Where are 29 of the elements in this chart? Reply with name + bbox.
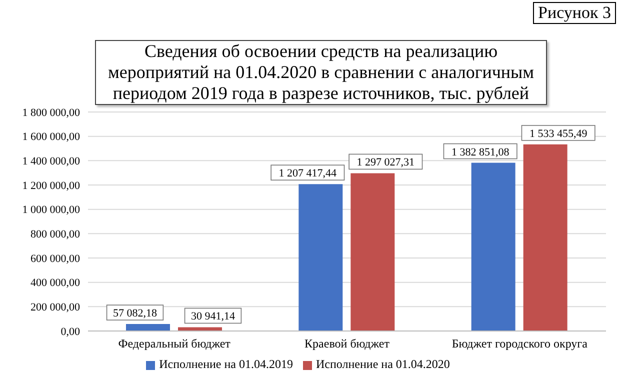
- legend-label: Исполнение на 01.04.2019: [159, 357, 293, 371]
- bar: [178, 327, 222, 331]
- data-label: 1 207 417,44: [278, 168, 338, 180]
- x-tick-label: Бюджет городского округа: [452, 336, 588, 351]
- y-tick-label: 1 400 000,00: [22, 156, 80, 168]
- y-tick-label: 200 000,00: [30, 302, 80, 314]
- bar: [126, 324, 170, 331]
- bar: [471, 162, 516, 331]
- data-label: 1 297 027,31: [356, 156, 415, 169]
- y-tick-label: 1 800 000,00: [22, 106, 80, 119]
- data-label: 1 533 455,49: [529, 128, 588, 140]
- x-tick-label: Федеральный бюджет: [118, 336, 232, 351]
- bar: [298, 184, 343, 331]
- data-label: 57 082,18: [112, 308, 158, 320]
- legend-label: Исполнение на 01.04.2020: [316, 357, 450, 371]
- bar: [523, 144, 568, 331]
- data-label: 30 941,14: [190, 310, 236, 323]
- y-tick-label: 0,00: [60, 326, 80, 338]
- y-tick-label: 1 200 000,00: [22, 180, 80, 192]
- chart-title: Сведения об освоении средств на реализацию мероприятий на 01.04.2020 в сравнении с аналогичным периодом 2019 года в разрезе источников, тыс. рублей: [108, 41, 534, 103]
- bar: [350, 173, 395, 331]
- data-label: 1 382 851,08: [451, 146, 510, 158]
- y-tick-label: 1 600 000,00: [22, 131, 80, 144]
- y-tick-label: 400 000,00: [30, 277, 80, 290]
- x-tick-label: Краевой бюджет: [304, 336, 390, 351]
- y-tick-label: 600 000,00: [30, 252, 80, 265]
- y-tick-label: 1 000 000,00: [22, 204, 80, 216]
- text: Рисунок 3: [533, 2, 616, 24]
- y-tick-label: 800 000,00: [30, 228, 80, 241]
